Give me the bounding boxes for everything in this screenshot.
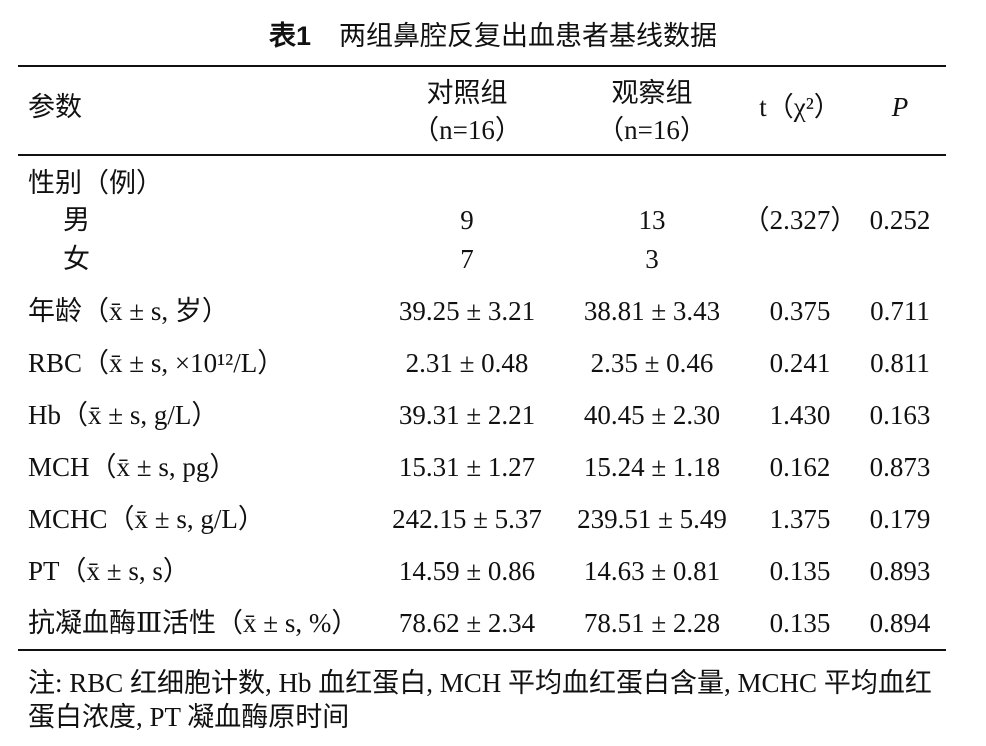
header-cell: P — [891, 92, 909, 122]
cell: 3 — [645, 244, 659, 274]
header-cell: （n=16） — [597, 115, 707, 145]
bottom-rule — [18, 649, 946, 651]
row-label: MCHC（x̄ ± s, g/L） — [28, 504, 265, 534]
cell: 0.135 — [769, 608, 831, 638]
header-cell: 对照组 — [426, 78, 508, 108]
table-note: 注: RBC 红细胞计数, Hb 血红蛋白, MCH 平均血红蛋白含量, MCH… — [28, 668, 932, 732]
cell: 2.31 ± 0.48 — [405, 348, 529, 378]
cell: 0.893 — [869, 556, 931, 586]
row-label: RBC（x̄ ± s, ×10¹²/L） — [28, 348, 285, 378]
cell: 1.375 — [769, 504, 831, 534]
row-label: PT（x̄ ± s, s） — [28, 556, 190, 586]
cell: 39.31 ± 2.21 — [398, 400, 536, 430]
cell: 0.711 — [870, 296, 930, 326]
group-label: 性别（例） — [28, 168, 163, 198]
row-label: 抗凝血酶Ⅲ活性（x̄ ± s, %） — [28, 608, 359, 638]
header-cell: 参数 — [28, 92, 82, 122]
row-label: Hb（x̄ ± s, g/L） — [28, 400, 219, 430]
row-label: MCH（x̄ ± s, pg） — [28, 452, 237, 482]
cell: 15.31 ± 1.27 — [398, 452, 536, 482]
cell: 15.24 ± 1.18 — [583, 452, 721, 482]
cell: 0.375 — [769, 296, 831, 326]
cell: 39.25 ± 3.21 — [398, 296, 536, 326]
row-label: 男 — [63, 205, 90, 235]
cell: 0.162 — [769, 452, 831, 482]
header-cell: t（χ²） — [759, 92, 841, 122]
cell: 78.62 ± 2.34 — [398, 608, 536, 638]
cell: （2.327） — [742, 205, 858, 235]
cell: 0.811 — [870, 348, 930, 378]
cell: 7 — [460, 244, 474, 274]
table-title: 表1 两组鼻腔反复出血患者基线数据 — [0, 18, 986, 54]
row-label: 女 — [63, 244, 90, 274]
cell: 14.63 ± 0.81 — [583, 556, 721, 586]
cell: 239.51 ± 5.49 — [577, 504, 727, 534]
cell: 2.35 ± 0.46 — [590, 348, 714, 378]
cell: 1.430 — [769, 400, 831, 430]
cell: 40.45 ± 2.30 — [583, 400, 721, 430]
cell: 0.179 — [869, 504, 931, 534]
top-rule — [18, 65, 946, 67]
cell: 0.894 — [869, 608, 931, 638]
title-text: 两组鼻腔反复出血患者基线数据 — [339, 21, 718, 51]
cell: 0.135 — [769, 556, 831, 586]
header-cell: 观察组 — [611, 78, 693, 108]
cell: 0.873 — [869, 452, 931, 482]
header-cell: （n=16） — [412, 115, 522, 145]
cell: 38.81 ± 3.43 — [583, 296, 721, 326]
row-label: 年龄（x̄ ± s, 岁） — [28, 296, 229, 326]
cell: 78.51 ± 2.28 — [583, 608, 721, 638]
title-number: 表1 — [268, 21, 312, 51]
cell: 13 — [638, 205, 666, 235]
cell: 9 — [460, 205, 474, 235]
cell: 0.241 — [769, 348, 831, 378]
cell: 0.252 — [869, 205, 931, 235]
header-rule — [18, 154, 946, 156]
cell: 0.163 — [869, 400, 931, 430]
cell: 14.59 ± 0.86 — [398, 556, 536, 586]
cell: 242.15 ± 5.37 — [392, 504, 542, 534]
